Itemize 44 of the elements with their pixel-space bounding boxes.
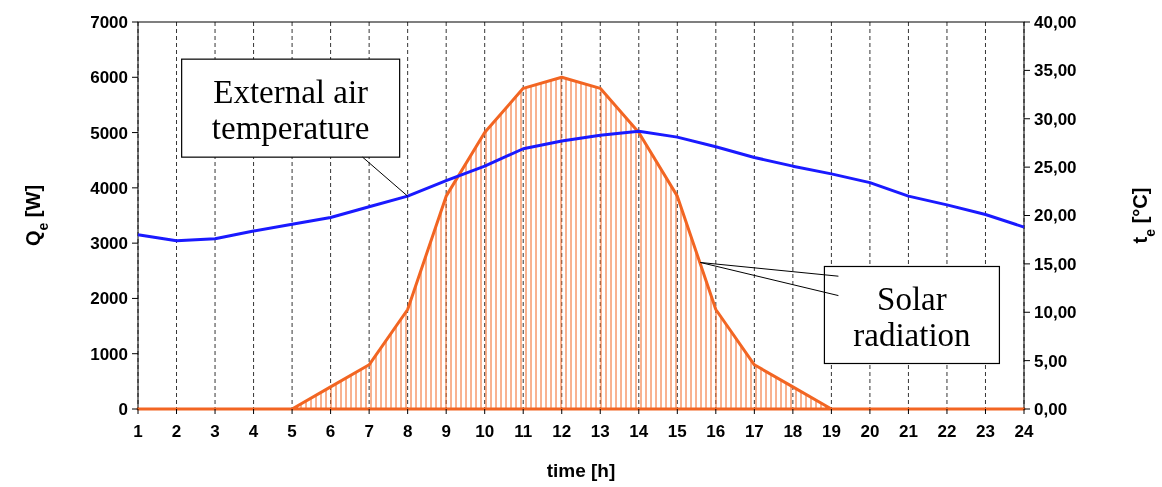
x-axis-title: time [h] [546,460,616,481]
x-tick-label: 11 [514,422,533,441]
x-tick-label: 3 [210,422,220,441]
y2-tick-label: 0,00 [1034,399,1068,419]
x-tick-label: 8 [402,422,413,441]
x-tick-label: 2 [171,422,182,441]
annotation: External air temperature [211,73,370,146]
y-tick-label: 3000 [90,234,128,254]
x-tick-label: 16 [706,422,726,441]
x-tick-label: 21 [898,422,918,441]
y-tick-label: 7000 [90,12,128,32]
x-tick-label: 18 [783,422,803,441]
annotation: Solar radiation [853,280,971,353]
x-tick-label: 4 [248,422,259,441]
x-tick-label: 22 [937,422,957,441]
y-tick-label: 5000 [90,123,128,143]
x-tick-label: 24 [1014,422,1034,441]
x-tick-label: 7 [364,422,374,441]
x-tick-label: 15 [667,422,687,441]
x-tick-label: 9 [441,422,451,441]
y2-tick-label: 20,00 [1034,206,1077,226]
x-tick-label: 19 [821,422,841,441]
x-tick-label: 5 [287,422,297,441]
y-tick-label: 2000 [90,289,128,309]
y2-tick-label: 30,00 [1034,109,1077,129]
x-tick-label: 12 [552,422,572,441]
y-tick-label: 0 [118,399,128,419]
y2-tick-label: 35,00 [1034,61,1077,81]
x-tick-label: 6 [325,422,336,441]
x-tick-label: 17 [744,422,764,441]
x-tick-label: 13 [590,422,610,441]
y-tick-label: 6000 [90,68,128,88]
x-tick-label: 23 [976,422,995,441]
y2-tick-label: 10,00 [1034,303,1077,323]
y-tick-label: 1000 [90,344,128,364]
y2-tick-label: 40,00 [1034,12,1077,32]
y2-tick-label: 25,00 [1034,158,1077,178]
y2-tick-label: 15,00 [1034,254,1077,274]
x-tick-label: 20 [860,422,880,441]
y2-tick-label: 5,00 [1034,351,1068,371]
x-tick-label: 14 [629,422,649,441]
y-tick-label: 4000 [90,178,128,198]
x-tick-label: 1 [133,422,143,441]
x-tick-label: 10 [475,422,495,441]
